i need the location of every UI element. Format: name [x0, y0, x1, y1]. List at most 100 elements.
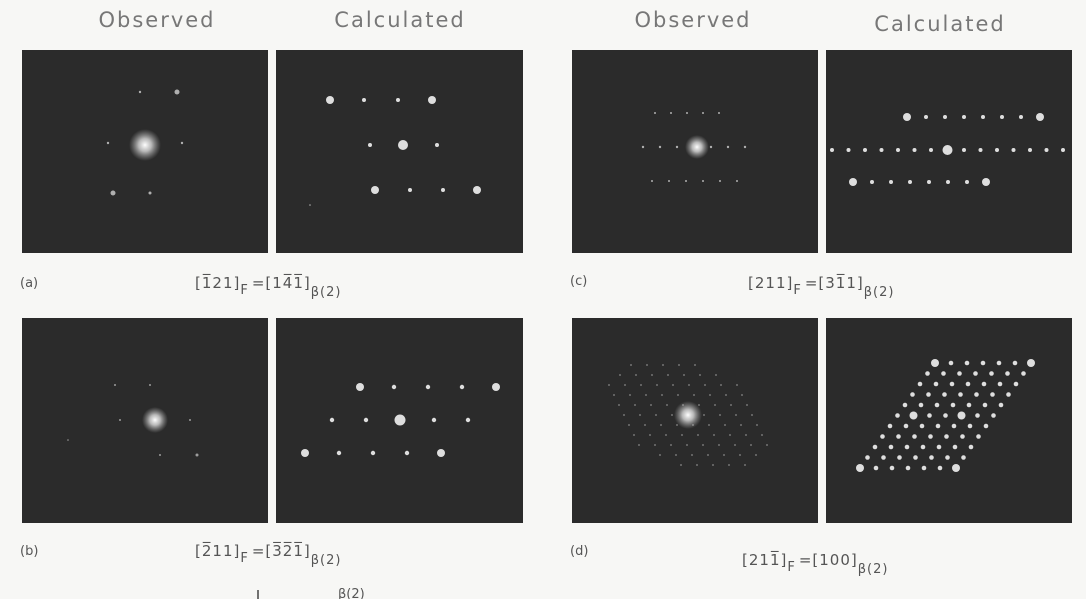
diffraction-spot [720, 384, 722, 386]
diffraction-spot [371, 451, 375, 455]
diffraction-spot [696, 464, 698, 466]
diffraction-spot [953, 445, 958, 450]
diffraction-spot [707, 454, 709, 456]
diffraction-spot [492, 383, 500, 391]
diffraction-spot [686, 112, 688, 114]
diffraction-spot [688, 384, 690, 386]
diffraction-spot [692, 424, 694, 426]
diffraction-spot [650, 404, 652, 406]
diffraction-spot [729, 434, 731, 436]
diffraction-spot [677, 394, 679, 396]
diffraction-spot [682, 404, 684, 406]
diffraction-spot [1061, 148, 1065, 152]
diffraction-spot [999, 403, 1004, 408]
footer-fragment: β(2) [338, 587, 365, 599]
diffraction-spot [944, 434, 949, 439]
diffraction-spot [952, 464, 960, 472]
diffraction-spot [326, 96, 334, 104]
diffraction-spot [741, 394, 743, 396]
diffraction-spot [938, 466, 943, 471]
diffraction-spot [683, 374, 685, 376]
diffraction-spot [437, 449, 445, 457]
diffraction-spot [149, 384, 151, 386]
diffraction-spot [645, 394, 647, 396]
diffraction-spot [965, 180, 969, 184]
diffraction-spot [710, 146, 712, 148]
diffraction-spot [991, 413, 996, 418]
diffraction-spot [856, 464, 864, 472]
diffraction-spot [654, 444, 656, 446]
diffraction-spot [119, 419, 121, 421]
diffraction-spot [935, 403, 940, 408]
diffraction-spot [364, 418, 368, 422]
diffraction-spot [976, 434, 981, 439]
diffraction-spot [635, 374, 637, 376]
header: Calculated [874, 12, 1005, 36]
diffraction-spot [982, 178, 990, 186]
diffraction-spot [751, 414, 753, 416]
diffraction-spot [337, 451, 341, 455]
diffraction-spot [668, 180, 670, 182]
diffraction-spot [995, 148, 999, 152]
diffraction-spot [681, 434, 683, 436]
diffraction-spot [698, 404, 700, 406]
diffraction-spot [634, 404, 636, 406]
diffraction-spot [644, 424, 646, 426]
diffraction-spot [189, 419, 191, 421]
diffraction-spot [1019, 115, 1023, 119]
diffraction-spot [662, 364, 664, 366]
diffraction-spot [718, 112, 720, 114]
diffraction-spot [699, 374, 701, 376]
diffraction-spot [656, 384, 658, 386]
diffraction-spot [67, 439, 69, 441]
diffraction-spot [908, 180, 912, 184]
diffraction-spot [957, 371, 962, 376]
diffraction-spot [724, 424, 726, 426]
diffraction-spot [702, 180, 704, 182]
diffraction-spot [736, 180, 738, 182]
diffraction-spot [997, 361, 1002, 366]
diffraction-spot [905, 445, 910, 450]
diffraction-spot [974, 392, 979, 397]
diffraction-spot [950, 382, 955, 387]
figure: Observed Calculated Observed Calculated … [0, 0, 1086, 599]
diffraction-spot [888, 424, 893, 429]
diffraction-spot [928, 434, 933, 439]
diffraction-spot [934, 382, 939, 387]
diffraction-spot [736, 384, 738, 386]
diffraction-spot [396, 98, 400, 102]
diffraction-spot [371, 186, 379, 194]
diffraction-spot [874, 466, 879, 471]
panel-label: (c) [570, 274, 587, 289]
diffraction-spot [965, 361, 970, 366]
diffraction-spot [1005, 371, 1010, 376]
diffraction-spot [408, 188, 412, 192]
diffraction-spot [734, 444, 736, 446]
diffraction-spot [1021, 371, 1026, 376]
central-beam [129, 129, 161, 161]
diffraction-spot [330, 418, 334, 422]
diffraction-spot [931, 359, 939, 367]
diffraction-spot [719, 180, 721, 182]
diffraction-spot [929, 148, 933, 152]
diffraction-spot [863, 148, 867, 152]
diffraction-spot [919, 403, 924, 408]
diffraction-spot [989, 371, 994, 376]
diffraction-spot [903, 403, 908, 408]
diffraction-spot [962, 115, 966, 119]
diffraction-spot [702, 112, 704, 114]
diffraction-spot [755, 454, 757, 456]
diffraction-spot [659, 146, 661, 148]
diffraction-spot [946, 180, 950, 184]
diffraction-spot [685, 180, 687, 182]
diffraction-spot [1006, 392, 1011, 397]
header: Observed [98, 8, 215, 32]
diffraction-spot [111, 191, 116, 196]
diffraction-spot [735, 414, 737, 416]
diffraction-spot [139, 91, 141, 93]
diffraction-spot [921, 445, 926, 450]
diffraction-spot [983, 403, 988, 408]
diffraction-spot [670, 444, 672, 446]
diffraction-spot [426, 385, 430, 389]
diffraction-spot [715, 374, 717, 376]
